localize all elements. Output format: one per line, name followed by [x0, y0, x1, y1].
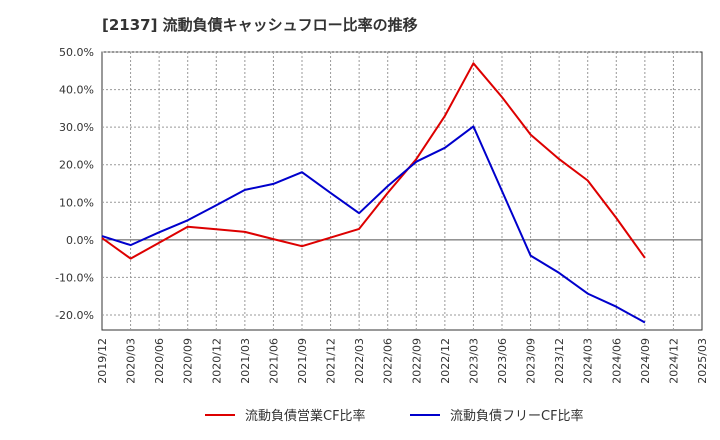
- y-tick-label: 0.0%: [66, 234, 94, 247]
- x-tick-label: 2020/06: [153, 338, 166, 384]
- x-tick-label: 2020/12: [210, 338, 223, 384]
- x-tick-label: 2024/03: [582, 338, 595, 384]
- x-tick-label: 2022/03: [353, 338, 366, 384]
- x-tick-label: 2024/12: [667, 338, 680, 384]
- x-tick-label: 2021/06: [267, 338, 280, 384]
- x-tick-label: 2020/09: [182, 338, 195, 384]
- x-tick-label: 2024/06: [610, 338, 623, 384]
- x-axis: 2019/12 2020/03 2020/06 2020/09 2020/12 2021/…: [96, 338, 709, 384]
- x-tick-label: 2020/03: [125, 338, 138, 384]
- y-axis: 50.0% 40.0% 30.0% 20.0% 10.0% 0.0% -10.0% -20.0…: [55, 46, 94, 322]
- y-tick-label: 10.0%: [59, 196, 94, 209]
- y-tick-label: -20.0%: [55, 309, 94, 322]
- legend: 流動負債営業CF比率 流動負債フリーCF比率: [205, 408, 584, 424]
- x-tick-label: 2022/09: [410, 338, 423, 384]
- x-tick-label: 2025/03: [696, 338, 709, 384]
- plot-frame: [101, 51, 703, 331]
- x-tick-label: 2023/06: [496, 338, 509, 384]
- x-tick-label: 2022/12: [439, 338, 452, 384]
- legend-label-2: 流動負債フリーCF比率: [450, 408, 584, 424]
- y-tick-label: 30.0%: [59, 121, 94, 134]
- series-line-2: [101, 125, 646, 324]
- x-tick-label: 2022/06: [382, 338, 395, 384]
- series-group: [101, 62, 646, 324]
- y-tick-label: 20.0%: [59, 159, 94, 172]
- grid-lines: [102, 51, 702, 330]
- x-tick-label: 2023/09: [525, 338, 538, 384]
- x-tick-label: 2021/03: [239, 338, 252, 384]
- y-tick-label: -10.0%: [55, 271, 94, 284]
- plot-area: [101, 51, 703, 331]
- series-line-1: [101, 62, 646, 260]
- x-tick-label: 2023/03: [467, 338, 480, 384]
- x-tick-label: 2023/12: [553, 338, 566, 384]
- y-tick-label: 50.0%: [59, 46, 94, 59]
- x-tick-label: 2021/12: [325, 338, 338, 384]
- legend-label-1: 流動負債営業CF比率: [245, 408, 366, 424]
- x-tick-label: 2021/09: [296, 338, 309, 384]
- x-tick-label: 2019/12: [96, 338, 109, 384]
- x-tick-label: 2024/09: [639, 338, 652, 384]
- y-tick-label: 40.0%: [59, 84, 94, 97]
- chart-title: [2137] 流動負債キャッシュフロー比率の推移: [102, 16, 418, 34]
